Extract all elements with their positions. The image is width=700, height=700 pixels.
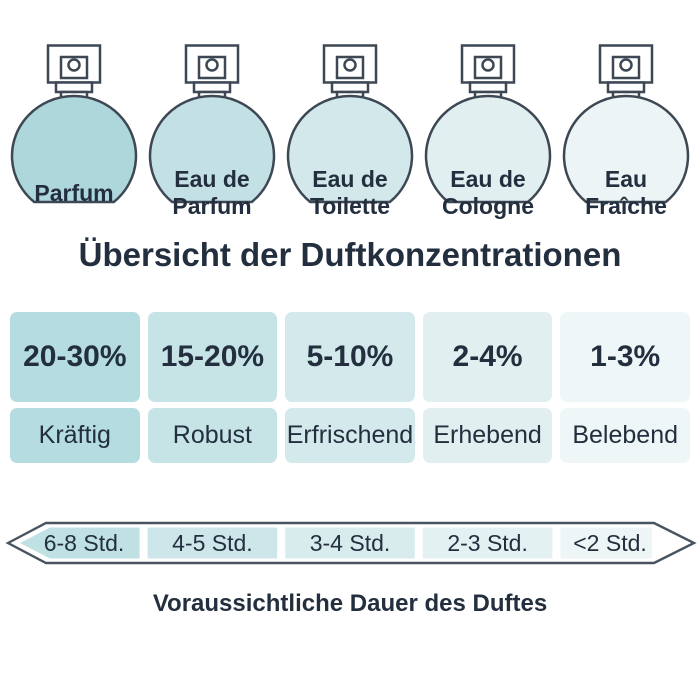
bottle-eau-de-toilette: Eau de Toilette (281, 44, 419, 219)
perfume-bottle-icon (424, 44, 552, 204)
bottle-eau-de-cologne: Eau de Cologne (419, 44, 557, 219)
page-title: Übersicht der Duftkonzentrationen (78, 236, 622, 273)
bottle-eau-de-parfum: Eau de Parfum (143, 44, 281, 219)
duration-segment (560, 527, 652, 559)
descriptor-cell: Robust (147, 408, 278, 463)
descriptor-row: Kräftig Robust Erfrischend Erhebend Bele… (10, 408, 690, 463)
bottle-eau-fraiche: Eau Fraîche (557, 44, 695, 219)
concentration-cell: 2-4% (422, 312, 553, 402)
perfume-bottle-icon (10, 44, 138, 204)
concentration-row: 20-30% 15-20% 5-10% 2-4% 1-3% (10, 312, 690, 402)
duration-label: 3-4 Std. (310, 530, 391, 556)
perfume-bottle-icon (148, 44, 276, 204)
duration-label: <2 Std. (573, 530, 647, 556)
duration-label: 4-5 Std. (172, 530, 253, 556)
duration-segment (422, 527, 553, 559)
descriptor-cell: Belebend (560, 408, 690, 463)
duration-caption: Voraussichtliche Dauer des Duftes (152, 590, 548, 617)
duration-arrow: 6-8 Std. 4-5 Std. 3-4 Std. 2-3 Std. <2 S… (0, 520, 700, 566)
concentration-cell: 1-3% (560, 312, 690, 402)
bottles-row: Parfum Eau de Parfum Eau de To (5, 44, 695, 219)
duration-label: 2-3 Std. (447, 530, 528, 556)
concentration-cell: 15-20% (147, 312, 278, 402)
descriptor-cell: Kräftig (10, 408, 140, 463)
duration-segment (20, 527, 140, 559)
perfume-bottle-icon (562, 44, 690, 204)
descriptor-cell: Erfrischend (285, 408, 415, 463)
perfume-bottle-icon (286, 44, 414, 204)
bottle-parfum: Parfum (5, 44, 143, 206)
duration-segment (285, 527, 415, 559)
double-arrow-icon: 6-8 Std. 4-5 Std. 3-4 Std. 2-3 Std. <2 S… (5, 521, 697, 565)
concentration-cell: 5-10% (285, 312, 415, 402)
concentration-cell: 20-30% (10, 312, 140, 402)
descriptor-cell: Erhebend (422, 408, 553, 463)
duration-segment (147, 527, 278, 559)
duration-label: 6-8 Std. (44, 530, 125, 556)
